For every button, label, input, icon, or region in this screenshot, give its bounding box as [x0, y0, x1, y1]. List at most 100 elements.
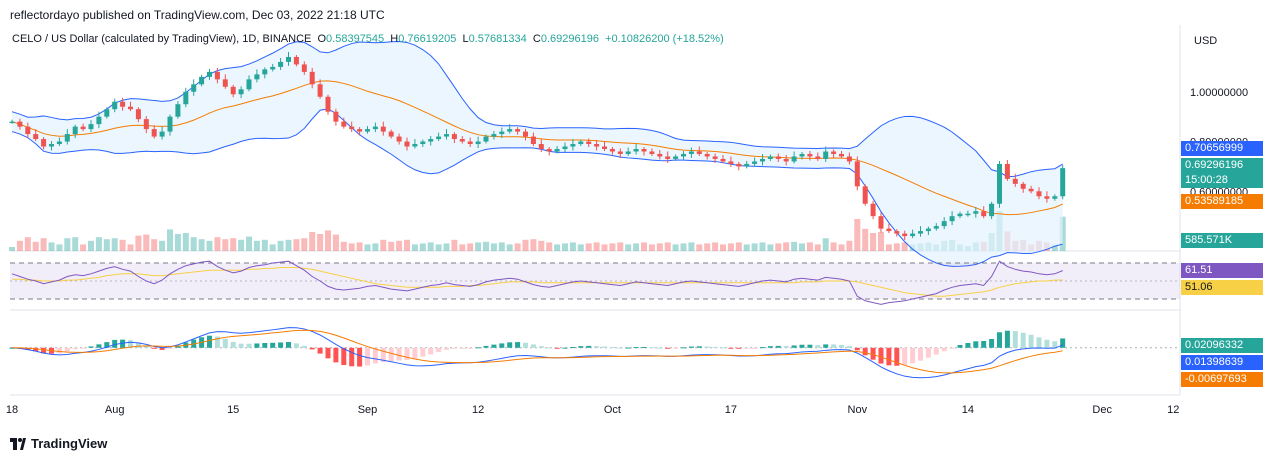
macd-histogram-bar: [262, 342, 268, 348]
candle-body: [1060, 168, 1066, 197]
macd-histogram-bar: [767, 346, 773, 348]
volume-bar: [214, 237, 221, 251]
time-tick-label: 15: [227, 404, 239, 416]
candle-body: [973, 211, 979, 214]
chart-area[interactable]: USD1.000000000.800000000.600000000.40000…: [0, 25, 1280, 430]
macd-histogram-bar: [625, 347, 631, 349]
macd-histogram-bar: [973, 341, 979, 348]
volume-bar: [490, 243, 497, 251]
bollinger-lower-line: [11, 108, 1063, 267]
rsi-ma-tag: 51.06: [1181, 280, 1263, 295]
candle-body: [262, 69, 268, 75]
candle-body: [475, 141, 481, 145]
signal-line-tag: -0.00697693: [1181, 372, 1263, 387]
candle-body: [523, 131, 528, 137]
volume-bar: [483, 241, 489, 251]
candle-body: [112, 101, 118, 110]
volume-bar: [427, 242, 434, 251]
candle-body: [997, 163, 1002, 204]
volume-tag: 585.571K: [1181, 233, 1263, 248]
volume-bar: [814, 244, 821, 251]
volume-bar: [309, 232, 316, 251]
legend-change: +0.10826200 (+18.52%): [605, 33, 724, 45]
macd-histogram-bar: [483, 345, 489, 348]
macd-histogram-bar: [214, 336, 220, 348]
macd-histogram-bar: [325, 347, 331, 359]
volume-bar: [451, 239, 458, 251]
macd-histogram-bar: [1004, 330, 1010, 348]
candle-body: [1044, 196, 1050, 199]
volume-bar: [783, 242, 790, 251]
chart-canvas[interactable]: USD1.000000000.800000000.600000000.40000…: [0, 25, 1280, 430]
volume-bar: [767, 244, 774, 251]
macd-histogram-bar: [649, 347, 655, 349]
candle-body: [214, 71, 220, 80]
macd-histogram-bar: [538, 346, 544, 348]
macd-histogram-bar: [807, 344, 813, 348]
volume-bar: [617, 242, 624, 251]
macd-signal-line: [11, 329, 1063, 374]
volume-bar: [759, 242, 766, 251]
volume-bar: [293, 239, 300, 251]
legend-open-label: O: [317, 33, 327, 45]
candle-body: [562, 146, 568, 149]
volume-bar: [404, 239, 410, 251]
volume-bar: [704, 243, 711, 251]
candle-body: [349, 126, 355, 130]
volume-bar: [893, 243, 900, 251]
volume-bar: [830, 242, 837, 251]
macd-histogram-bar: [617, 347, 623, 349]
candle-body: [609, 149, 615, 152]
macd-histogram-bar: [846, 345, 852, 348]
macd-histogram-bar: [791, 345, 797, 348]
candle-body: [530, 136, 536, 145]
macd-histogram-bar: [515, 342, 521, 348]
candle-body: [878, 216, 884, 229]
volume-bar: [9, 247, 15, 251]
candle-body: [949, 216, 955, 222]
candle-body: [167, 116, 173, 132]
rsi-line: [11, 260, 1063, 305]
candle-body: [673, 156, 679, 159]
volume-bar: [633, 243, 640, 251]
candle-body: [1020, 183, 1026, 189]
macd-histogram-bar: [586, 345, 592, 348]
volume-bar: [735, 242, 742, 251]
macd-histogram-bar: [380, 347, 386, 363]
macd-histogram-bar: [143, 345, 149, 348]
macd-histogram-bar: [910, 347, 916, 364]
macd-histogram-bar: [886, 347, 892, 366]
candle-body: [696, 151, 702, 154]
candle-body: [633, 149, 639, 152]
last-price-value: 0.69296196: [1185, 159, 1244, 171]
volume-bar: [435, 244, 442, 251]
candle-body: [1036, 191, 1042, 197]
candle-body: [25, 126, 31, 135]
volume-bar: [340, 241, 347, 251]
volume-bar: [127, 244, 134, 251]
rsi-ma-line: [12, 267, 1063, 297]
macd-histogram-bar: [72, 347, 78, 350]
macd-histogram-bar: [428, 347, 434, 355]
macd-histogram-bar: [523, 342, 528, 348]
candle-body: [546, 149, 552, 152]
volume-bar: [696, 244, 703, 251]
volume-bar: [498, 242, 505, 251]
candle-body: [41, 139, 47, 147]
macd-histogram-bar: [444, 347, 449, 350]
footer-brand[interactable]: TradingView: [10, 436, 107, 451]
candle-body: [238, 89, 244, 95]
candle-body: [380, 126, 386, 132]
candle-body: [941, 221, 947, 227]
candle-body: [965, 213, 971, 216]
candle-body: [49, 144, 54, 147]
volume-bar: [680, 243, 687, 251]
macd-histogram-bar: [104, 342, 110, 348]
macd-histogram-bar: [388, 347, 394, 362]
macd-histogram-bar: [870, 347, 876, 360]
volume-bar: [135, 235, 142, 251]
macd-histogram-bar: [530, 344, 536, 348]
volume-bar: [806, 242, 813, 251]
macd-histogram-bar: [1028, 334, 1034, 348]
macd-histogram-bar: [96, 344, 102, 348]
